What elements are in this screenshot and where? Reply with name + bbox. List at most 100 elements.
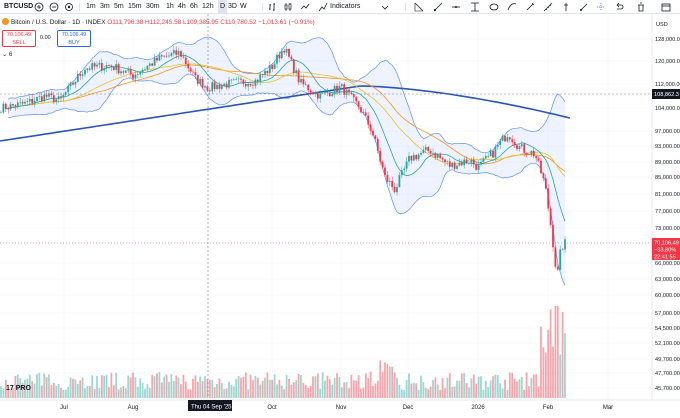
indicators-icon[interactable]	[318, 2, 328, 12]
chevron-down-icon[interactable]	[380, 2, 390, 12]
candle-body	[247, 83, 250, 87]
indicators-button[interactable]: Indicators	[330, 3, 361, 10]
tradingview-logo[interactable]: 17 PRO	[6, 385, 31, 392]
candle-body	[230, 79, 233, 81]
candle-body	[352, 94, 355, 98]
volume-bar	[525, 372, 528, 398]
candle-body	[304, 84, 307, 85]
volume-bar	[237, 375, 240, 398]
candle-body	[196, 75, 199, 84]
settings-icon[interactable]	[64, 2, 74, 12]
candle-body	[448, 161, 451, 167]
interval-tab-1h[interactable]: 1h	[166, 3, 174, 10]
volume-bar	[108, 387, 110, 398]
pin-tool-icon[interactable]	[561, 2, 571, 12]
time-tick: Aug	[128, 405, 139, 411]
crosshair-tool-icon[interactable]	[596, 2, 606, 12]
volume-bar	[266, 372, 269, 398]
candle-body	[451, 162, 454, 167]
brush-tool-icon[interactable]	[525, 2, 535, 12]
bollinger-band-fill	[8, 37, 565, 286]
candle-body	[432, 152, 434, 154]
volume-bar	[374, 383, 377, 398]
candle-body	[384, 167, 386, 175]
candle-body	[64, 92, 67, 95]
interval-tab-d[interactable]: D	[218, 0, 228, 14]
buy-button[interactable]: 70,106.49 BUY	[57, 30, 91, 47]
undo-icon[interactable]	[614, 2, 624, 12]
candle-body	[453, 162, 456, 169]
interval-tab-1m[interactable]: 1m	[86, 3, 96, 10]
candle-body	[540, 160, 542, 174]
price-axis[interactable]: 128,000.00 120,000.00 112,000.00 104,000.00…	[655, 37, 680, 392]
measure-tool-icon[interactable]	[543, 2, 553, 12]
path-tool-icon[interactable]	[507, 2, 517, 12]
volume-bar	[441, 378, 444, 398]
price-tick: 52,100.00	[655, 341, 680, 347]
candle-body	[134, 74, 137, 79]
vertical-range-tool-icon[interactable]	[470, 2, 480, 12]
candle-body	[79, 74, 82, 76]
volume-bar	[477, 376, 480, 398]
indicators-toggle[interactable]: ⌄ 6	[2, 51, 12, 58]
candle-body	[271, 65, 274, 69]
sell-button[interactable]: 70,106.49 SELL	[2, 30, 36, 47]
candle-body	[19, 102, 22, 103]
ellipse-tool-icon[interactable]	[489, 2, 499, 12]
interval-tab-6h[interactable]: 6h	[190, 3, 198, 10]
candle-body	[415, 155, 418, 160]
volume-bar	[36, 374, 38, 398]
compare-icon[interactable]	[49, 2, 59, 12]
price-tick: 89,000.00	[655, 160, 680, 166]
volume-bar	[14, 376, 17, 398]
interval-tab-15m[interactable]: 15m	[128, 3, 142, 10]
candle-body	[170, 53, 173, 56]
volume-bar	[100, 375, 103, 398]
bar-chart-icon[interactable]	[268, 2, 278, 12]
horizontal-line-tool-icon[interactable]	[451, 2, 461, 12]
volume-bar	[220, 382, 223, 398]
volume-bar	[242, 376, 245, 398]
candle-body	[26, 101, 29, 102]
volume-bar	[79, 380, 82, 398]
candle-body	[40, 96, 43, 102]
volume-bar	[182, 374, 185, 398]
candle-body	[124, 70, 127, 73]
candle-body	[160, 55, 163, 57]
volume-bar	[429, 386, 432, 398]
candles-icon[interactable]	[283, 2, 293, 12]
interval-tab-3d[interactable]: 3D	[228, 3, 237, 10]
volume-bar	[364, 373, 367, 398]
time-tick: Mar	[603, 405, 613, 411]
trash-icon[interactable]	[636, 2, 646, 12]
interval-tab-3m[interactable]: 3m	[100, 3, 110, 10]
symbol-search-button[interactable]: BTCUSD	[4, 3, 34, 10]
interval-tab-4h[interactable]: 4h	[178, 3, 186, 10]
volume-bar	[564, 333, 566, 398]
price-chart[interactable]: 128,000.00 120,000.00 112,000.00 104,000.00…	[0, 14, 680, 418]
volume-bar	[136, 386, 139, 398]
legend-title: Bitcoin / U.S. Dollar · 1D · INDEX	[11, 19, 106, 26]
candle-body	[458, 162, 461, 166]
interval-tab-5m[interactable]: 5m	[114, 3, 124, 10]
candle-body	[225, 83, 228, 88]
interval-tab-30m[interactable]: 30m	[146, 3, 160, 10]
line-chart-icon[interactable]	[300, 2, 310, 12]
candle-body	[360, 107, 362, 113]
interval-tab-w[interactable]: W	[240, 3, 247, 10]
volume-bar	[201, 381, 204, 398]
time-axis[interactable]: Jul Aug Oct Nov Dec 2026 Feb Mar	[60, 405, 613, 411]
plus-icon[interactable]	[34, 2, 44, 12]
volume-bar	[314, 376, 317, 398]
trendline-tool-icon[interactable]	[414, 2, 424, 12]
volume-bar	[278, 379, 281, 398]
volume-bar	[516, 381, 518, 398]
calendar-icon[interactable]	[661, 2, 671, 12]
interval-tab-12h[interactable]: 12h	[202, 3, 214, 10]
buy-label: BUY	[68, 39, 80, 46]
volume-bar	[417, 389, 420, 398]
ruler-tool-icon[interactable]	[579, 2, 589, 12]
volume-bar	[69, 377, 72, 398]
ray-tool-icon[interactable]	[433, 2, 443, 12]
volume-bar	[93, 389, 96, 398]
